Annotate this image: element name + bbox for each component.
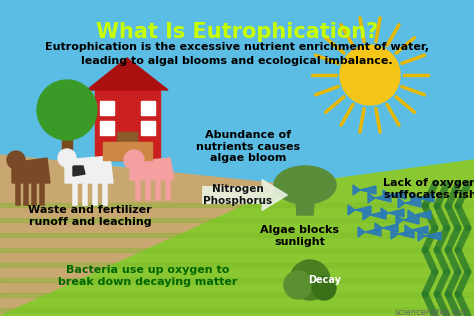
Polygon shape xyxy=(353,185,360,195)
Polygon shape xyxy=(408,210,415,220)
Polygon shape xyxy=(355,206,371,214)
Polygon shape xyxy=(65,156,113,183)
Polygon shape xyxy=(412,226,428,234)
Polygon shape xyxy=(418,231,425,241)
Text: Decay: Decay xyxy=(309,275,341,285)
Text: Bacteria use up oxygen to
break down decaying matter: Bacteria use up oxygen to break down dec… xyxy=(58,265,237,287)
Polygon shape xyxy=(130,158,174,180)
Circle shape xyxy=(284,271,312,299)
Polygon shape xyxy=(0,155,474,316)
Text: Nitrogen
Phosphorus: Nitrogen Phosphorus xyxy=(203,184,273,206)
Polygon shape xyxy=(370,211,386,219)
Text: Algae blocks
sunlight: Algae blocks sunlight xyxy=(261,225,339,246)
Ellipse shape xyxy=(274,166,336,204)
FancyArrowPatch shape xyxy=(203,180,287,210)
Text: Lack of oxygen
suffocates fish: Lack of oxygen suffocates fish xyxy=(383,178,474,200)
Polygon shape xyxy=(398,230,414,238)
Text: sciencenotes.org: sciencenotes.org xyxy=(394,308,466,316)
Polygon shape xyxy=(0,160,474,316)
Polygon shape xyxy=(398,198,405,208)
Text: Waste and fertilizer
runoff and leaching: Waste and fertilizer runoff and leaching xyxy=(28,205,152,227)
Polygon shape xyxy=(405,199,421,207)
Polygon shape xyxy=(295,189,315,215)
Polygon shape xyxy=(0,248,474,252)
Circle shape xyxy=(37,80,97,140)
Polygon shape xyxy=(358,227,365,237)
Polygon shape xyxy=(411,193,418,203)
Polygon shape xyxy=(382,224,398,232)
Polygon shape xyxy=(381,208,388,218)
Polygon shape xyxy=(388,209,404,217)
Polygon shape xyxy=(403,216,419,224)
Polygon shape xyxy=(396,215,403,225)
Bar xyxy=(117,132,137,160)
Bar xyxy=(141,121,155,135)
Polygon shape xyxy=(405,225,412,235)
Bar xyxy=(103,142,152,160)
Polygon shape xyxy=(0,218,474,222)
Polygon shape xyxy=(418,194,434,202)
Polygon shape xyxy=(375,223,382,233)
Polygon shape xyxy=(363,210,370,220)
Polygon shape xyxy=(365,228,381,236)
Polygon shape xyxy=(383,190,390,200)
Bar xyxy=(62,120,72,155)
Polygon shape xyxy=(415,211,431,219)
Polygon shape xyxy=(390,191,406,199)
Text: Eutrophication is the excessive nutrient enrichment of water,: Eutrophication is the excessive nutrient… xyxy=(45,42,429,52)
Bar xyxy=(100,101,114,115)
Polygon shape xyxy=(0,233,474,237)
Circle shape xyxy=(340,45,400,105)
Polygon shape xyxy=(0,308,474,312)
Circle shape xyxy=(124,150,144,170)
Bar xyxy=(141,101,155,115)
Polygon shape xyxy=(368,193,375,203)
Polygon shape xyxy=(391,229,398,239)
Text: What Is Eutrophication?: What Is Eutrophication? xyxy=(96,22,378,42)
Circle shape xyxy=(312,276,336,300)
Bar xyxy=(100,121,114,135)
Polygon shape xyxy=(425,232,441,240)
Polygon shape xyxy=(0,203,474,207)
Bar xyxy=(95,90,160,160)
Polygon shape xyxy=(87,58,168,90)
Polygon shape xyxy=(348,205,355,215)
Polygon shape xyxy=(0,263,474,267)
Polygon shape xyxy=(360,186,376,194)
Text: leading to algal blooms and ecological imbalance.: leading to algal blooms and ecological i… xyxy=(81,56,393,66)
Polygon shape xyxy=(0,293,474,297)
Text: Abundance of
nutrients causes
algae bloom: Abundance of nutrients causes algae bloo… xyxy=(196,130,300,163)
Circle shape xyxy=(58,149,76,167)
Circle shape xyxy=(290,260,330,300)
Circle shape xyxy=(7,151,25,169)
Polygon shape xyxy=(375,194,391,202)
Polygon shape xyxy=(73,166,85,176)
Polygon shape xyxy=(12,158,50,183)
Polygon shape xyxy=(0,278,474,282)
